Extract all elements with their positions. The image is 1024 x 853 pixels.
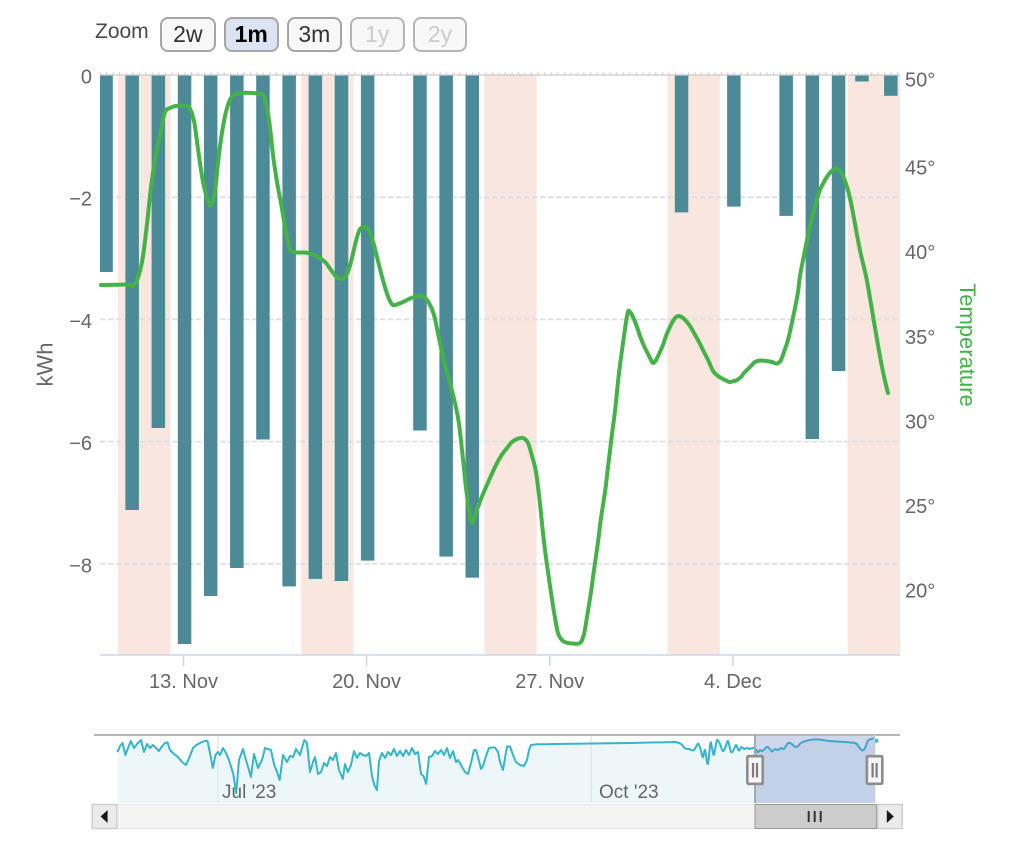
svg-text:Oct '23: Oct '23 [599, 782, 659, 803]
svg-text:30°: 30° [905, 411, 935, 433]
svg-text:40°: 40° [905, 242, 935, 264]
svg-text:−2: −2 [69, 189, 92, 211]
svg-text:35°: 35° [905, 327, 935, 349]
svg-text:4. Dec: 4. Dec [704, 671, 762, 693]
svg-text:Temperature: Temperature [955, 283, 980, 407]
svg-text:−4: −4 [69, 311, 92, 333]
svg-text:50°: 50° [905, 70, 935, 92]
svg-text:45°: 45° [905, 158, 935, 180]
svg-text:20°: 20° [905, 581, 935, 603]
svg-text:20. Nov: 20. Nov [332, 671, 401, 693]
svg-text:kWh: kWh [33, 343, 58, 387]
svg-text:13. Nov: 13. Nov [149, 671, 218, 693]
svg-text:25°: 25° [905, 496, 935, 518]
svg-text:27. Nov: 27. Nov [515, 671, 584, 693]
svg-text:0: 0 [81, 67, 92, 89]
svg-text:−6: −6 [69, 433, 92, 455]
svg-text:Jul '23: Jul '23 [222, 782, 276, 803]
svg-text:−8: −8 [69, 555, 92, 577]
